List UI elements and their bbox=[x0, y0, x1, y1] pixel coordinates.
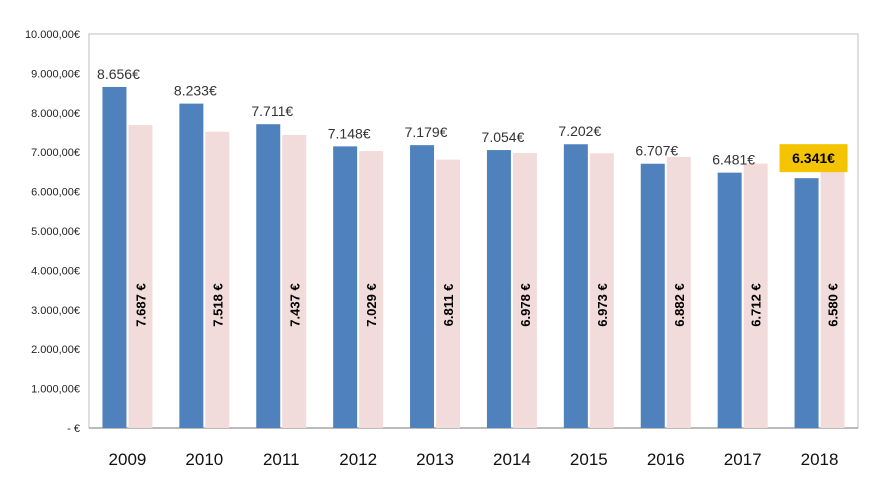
bar-series-2 bbox=[589, 153, 614, 428]
bar-series-1 bbox=[640, 163, 665, 428]
data-label-series-2: 7.029 € bbox=[364, 283, 379, 326]
x-tick-label: 2014 bbox=[493, 450, 531, 469]
x-tick-label: 2011 bbox=[263, 450, 300, 469]
bar-series-2 bbox=[128, 125, 153, 428]
data-label-series-2: 6.973 € bbox=[595, 283, 610, 326]
data-label-series-2: 7.518 € bbox=[210, 283, 225, 326]
bar-series-2 bbox=[359, 151, 384, 428]
bar-series-1 bbox=[563, 144, 588, 428]
x-tick-label: 2013 bbox=[416, 450, 454, 469]
data-labels: 8.656€ 7.687 € 8.233€ 7.518 € 7.711€ 7.437 € 7… bbox=[97, 66, 848, 327]
bars bbox=[102, 86, 845, 429]
data-label-series-2: 6.580 € bbox=[826, 283, 841, 326]
data-label-series-1: 6.707€ bbox=[635, 143, 678, 159]
bar-series-1 bbox=[717, 172, 742, 428]
bar-series-1 bbox=[794, 178, 819, 428]
data-label-highlight: 6.341€ bbox=[792, 150, 835, 166]
x-tick-label: 2009 bbox=[109, 450, 147, 469]
y-tick-label: 1.000,00€ bbox=[31, 384, 80, 396]
y-tick-label: 10.000,00€ bbox=[25, 29, 80, 41]
x-tick-label: 2015 bbox=[570, 450, 608, 469]
data-label-series-2: 6.882 € bbox=[672, 283, 687, 326]
bar-series-1 bbox=[179, 103, 204, 428]
data-label-series-2: 7.687 € bbox=[133, 283, 148, 326]
bar-series-1 bbox=[486, 150, 511, 429]
y-tick-label: 8.000,00€ bbox=[31, 108, 80, 120]
data-label-series-1: 7.179€ bbox=[405, 124, 448, 140]
bar-series-1 bbox=[333, 146, 358, 428]
x-tick-label: 2017 bbox=[724, 450, 762, 469]
data-label-series-2: 6.978 € bbox=[518, 283, 533, 326]
y-axis-ticks: - € 1.000,00€ 2.000,00€ 3.000,00€ 4.000,00€ 5… bbox=[25, 29, 80, 435]
y-tick-label: - € bbox=[67, 423, 80, 435]
data-label-series-1: 8.233€ bbox=[174, 83, 217, 99]
y-tick-label: 7.000,00€ bbox=[31, 147, 80, 159]
bar-series-2 bbox=[820, 168, 845, 429]
x-tick-label: 2018 bbox=[801, 450, 839, 469]
data-label-series-1: 7.054€ bbox=[482, 129, 525, 145]
data-label-series-1: 7.148€ bbox=[328, 125, 371, 141]
data-label-series-1: 7.711€ bbox=[251, 103, 293, 119]
x-tick-label: 2010 bbox=[185, 450, 223, 469]
bar-series-2 bbox=[512, 153, 537, 428]
bar-series-2 bbox=[436, 159, 461, 428]
data-label-series-1: 6.481€ bbox=[712, 152, 755, 168]
y-tick-label: 6.000,00€ bbox=[31, 187, 80, 199]
highlight-box bbox=[779, 144, 848, 173]
bar-series-2 bbox=[743, 163, 768, 429]
y-tick-label: 4.000,00€ bbox=[31, 265, 80, 277]
bar-series-1 bbox=[256, 124, 281, 429]
y-tick-label: 3.000,00€ bbox=[31, 305, 80, 317]
x-tick-label: 2016 bbox=[647, 450, 685, 469]
bar-series-1 bbox=[102, 86, 127, 428]
bar-series-2 bbox=[282, 134, 307, 429]
bar-series-1 bbox=[410, 145, 435, 428]
x-tick-label: 2012 bbox=[339, 450, 377, 469]
bar-series-2 bbox=[666, 156, 691, 429]
data-label-series-2: 6.811 € bbox=[441, 284, 456, 327]
data-label-series-2: 7.437 € bbox=[287, 283, 302, 326]
x-axis-ticks: 2009 2010 2011 2012 2013 2014 2015 2016 2017 2018 bbox=[109, 450, 839, 469]
y-tick-label: 9.000,00€ bbox=[31, 68, 80, 80]
bar-series-2 bbox=[205, 131, 230, 428]
data-label-series-2: 6.712 € bbox=[749, 283, 764, 326]
data-label-series-1: 7.202€ bbox=[558, 123, 601, 139]
y-tick-label: 2.000,00€ bbox=[31, 344, 80, 356]
data-label-series-1: 8.656€ bbox=[97, 66, 140, 82]
y-tick-label: 5.000,00€ bbox=[31, 226, 80, 238]
